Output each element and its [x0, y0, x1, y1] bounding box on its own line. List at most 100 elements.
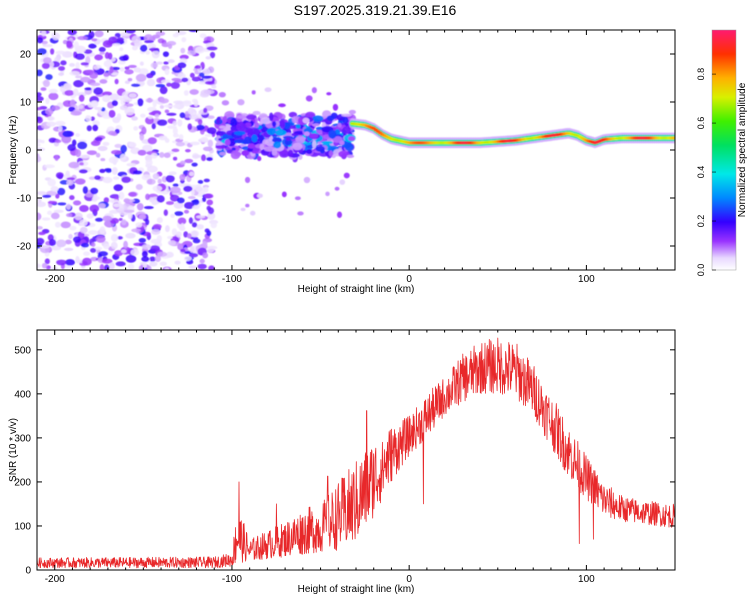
spectrogram-noise-cell: [102, 40, 113, 48]
spectrogram-noise-cell: [57, 125, 63, 132]
spectrogram-noise-cell: [127, 211, 133, 220]
spectrogram-noise-cell: [66, 203, 71, 210]
spectrogram-band-cell: [295, 124, 301, 129]
spectrogram-noise-cell: [72, 200, 82, 206]
snr-y-tick-label: 400: [14, 389, 31, 400]
spectrogram-x-tick-label: 100: [578, 274, 595, 285]
spectrogram-band-cell: [312, 140, 317, 149]
snr-ticks: -200 -100 0 100 0 100 200 300 400 500: [14, 330, 676, 585]
spectrogram-noise-cell: [75, 133, 81, 137]
spectrogram-noise-cell: [203, 193, 214, 199]
spectrogram-noise-cell: [145, 218, 150, 226]
spectrogram-noise-cell: [137, 98, 144, 107]
spectrogram-band-cell: [219, 151, 227, 156]
spectrogram-noise-cell: [66, 179, 74, 186]
spectrogram-noise-cell: [93, 65, 101, 70]
spectrogram-noise-cell: [207, 139, 214, 148]
spectrogram-noise-cell: [77, 104, 84, 110]
spectrogram-noise-cell: [163, 104, 174, 108]
spectrogram-outlier-cell: [252, 110, 261, 116]
spectrogram-noise-cell: [62, 130, 73, 138]
spectrogram-noise-cell: [77, 92, 87, 97]
spectrogram-noise-cell: [46, 121, 56, 127]
snr-y-tick-label: 200: [14, 477, 31, 488]
spectrogram-noise-cell: [111, 72, 119, 76]
spectrogram-noise-cell: [67, 30, 77, 36]
spectrogram-noise-cell: [144, 40, 154, 44]
spectrogram-noise-cell: [192, 199, 200, 206]
spectrogram-noise-cell: [127, 64, 137, 69]
spectrogram-noise-cell: [38, 231, 46, 236]
spectrogram-band-cell: [266, 127, 276, 136]
spectrogram-outlier-cell: [247, 143, 256, 149]
spectrogram-noise-cell: [180, 47, 186, 54]
spectrogram-noise-cell: [141, 250, 148, 258]
spectrogram-noise-cell: [191, 76, 201, 82]
spectrogram-band-cell: [295, 135, 306, 144]
spectrogram-noise-cell: [119, 153, 127, 161]
spectrogram-noise-cell: [90, 140, 101, 146]
spectrogram-band-cell: [312, 115, 324, 122]
spectrogram-noise-cell: [145, 193, 150, 201]
colorbar-ticks: 0.0 0.2 0.4 0.6 0.8: [696, 68, 716, 276]
spectrogram-noise-cell: [188, 171, 195, 177]
spectrogram-band-cell: [287, 149, 294, 158]
spectrogram-band-cell: [341, 113, 352, 117]
spectrogram-noise-cell: [163, 61, 169, 65]
spectrogram-noise-cell: [183, 231, 189, 238]
spectrogram-noise-cell: [50, 48, 55, 55]
spectrogram-noise-cell: [168, 171, 177, 176]
spectrogram-noise-cell: [204, 133, 213, 138]
spectrogram-noise-cell: [174, 260, 181, 265]
spectrogram-band-cell: [311, 123, 321, 127]
spectrogram-band-cell: [248, 127, 260, 136]
spectrogram-noise-cell: [187, 195, 196, 200]
spectrogram-band-cell: [216, 118, 221, 125]
spectrogram-band-cell: [215, 145, 226, 150]
spectrogram-noise-cell: [54, 221, 61, 228]
spectrogram-noise-cell: [42, 57, 52, 64]
spectrogram-outlier-cell: [346, 154, 355, 158]
spectrogram-noise-cell: [133, 126, 139, 131]
spectrogram-noise-cell: [179, 173, 186, 181]
colorbar-tick-label: 0.6: [696, 117, 706, 130]
spectrogram-noise-cell: [166, 82, 172, 87]
spectrogram-noise-cell: [37, 191, 47, 196]
spectrogram-noise-cell: [50, 185, 59, 192]
spectrogram-noise-cell: [91, 100, 99, 107]
spectrogram-y-axis-label: Frequency (Hz): [8, 116, 19, 185]
spectrogram-noise-cell: [188, 30, 199, 33]
spectrogram-noise-cell: [163, 152, 171, 158]
spectrogram-x-tick-label: -200: [45, 274, 65, 285]
spectrogram-noise-cell: [191, 162, 198, 167]
spectrogram-band-cell: [230, 150, 241, 160]
spectrogram-noise-cell: [127, 263, 135, 270]
spectrogram-noise-cell: [177, 72, 186, 79]
spectrogram-noise-cell: [90, 256, 99, 262]
spectrogram-noise-cell: [66, 213, 73, 218]
spectrogram-noise-cell: [206, 127, 217, 135]
spectrogram-noise-cell: [127, 77, 133, 82]
spectrogram-noise-cell: [108, 130, 117, 136]
spectrogram-noise-cell: [157, 251, 168, 257]
spectrogram-noise-cell: [78, 94, 85, 102]
spectrogram-noise-cell: [45, 74, 53, 80]
spectrogram-noise-cell: [155, 61, 164, 65]
spectrogram-noise-cell: [97, 145, 108, 152]
spectrogram-noise-cell: [114, 143, 123, 149]
spectrogram-band-cell: [222, 115, 228, 124]
spectrogram-outlier-cell: [218, 125, 226, 129]
snr-x-tick-label: 0: [406, 574, 412, 585]
spectrogram-noise-cell: [206, 199, 214, 206]
spectrogram-band-cell: [230, 118, 237, 127]
spectrogram-noise-cell: [78, 169, 88, 174]
spectrogram-noise-cell: [77, 141, 88, 150]
spectrogram-noise-cell: [170, 213, 175, 218]
spectrogram-noise-cell: [156, 217, 163, 224]
spectrogram-noise-cell: [99, 264, 105, 270]
spectrogram-band-cell: [292, 142, 303, 151]
spectrogram-noise-cell: [58, 66, 66, 71]
spectrogram-noise-cell: [131, 116, 138, 121]
spectrogram-noise-cell: [207, 212, 216, 220]
